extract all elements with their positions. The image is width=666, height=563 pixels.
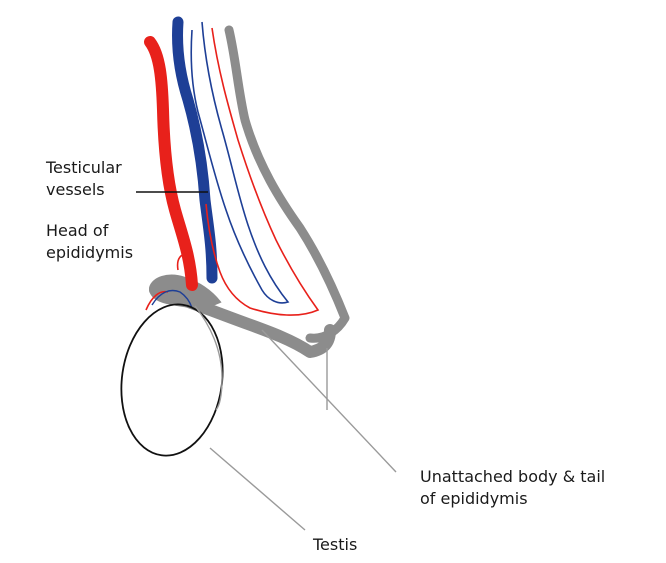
epididymis-head — [148, 274, 222, 308]
epididymis-band — [224, 25, 350, 343]
artery-outline-thin — [205, 27, 320, 316]
vein-outline-thin — [190, 21, 290, 304]
leader-unattached-body — [261, 329, 397, 473]
label-testicular-vessels: Testicular vessels — [46, 158, 122, 199]
testis-inner-line — [194, 305, 223, 411]
leader-testis — [209, 447, 306, 531]
testis-oval — [120, 303, 224, 457]
testicular-artery — [144, 36, 198, 291]
label-head-of-epididymis: Head of epididymis — [46, 221, 134, 262]
label-testis: Testis — [313, 535, 358, 554]
label-unattached-body-tail: Unattached body & tail of epididymis — [420, 467, 606, 508]
vein-outline-base — [151, 289, 193, 309]
